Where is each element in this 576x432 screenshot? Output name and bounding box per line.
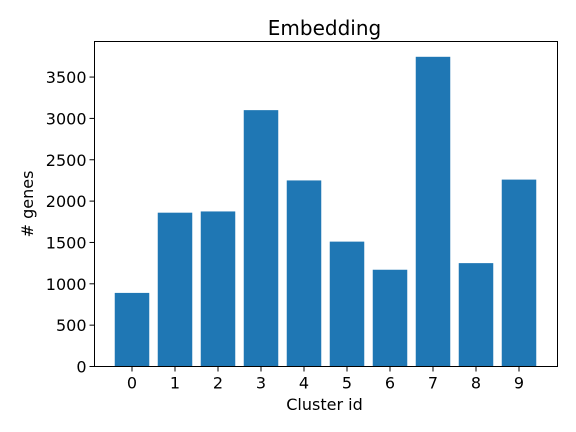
x-tick-label: 6 [385,374,395,393]
y-axis-ticks: 0 500 1000 1500 2000 2500 3000 3500 [46,68,95,377]
bar-cluster-1 [157,212,193,367]
x-tick-label: 0 [127,374,137,393]
x-tick-label: 7 [428,374,438,393]
bar-cluster-2 [200,211,236,367]
x-tick-label: 1 [170,374,180,393]
chart-title: Embedding [268,16,381,40]
plot-frame [94,41,558,367]
bar-cluster-9 [501,179,537,367]
y-tick-label: 2000 [46,192,87,211]
x-tick-label: 5 [342,374,352,393]
y-axis-label: # genes [18,171,37,238]
bar-cluster-3 [243,110,279,367]
bars-group [114,56,537,367]
y-tick-label: 3500 [46,68,87,87]
bar-cluster-7 [415,56,451,367]
x-tick-label: 8 [471,374,481,393]
y-tick-label: 0 [76,358,86,377]
y-tick-label: 1500 [46,233,87,252]
y-tick-label: 1000 [46,275,87,294]
bar-cluster-0 [114,292,150,367]
x-axis-label: Cluster id [286,395,362,414]
y-tick-label: 500 [56,316,87,335]
x-tick-label: 9 [514,374,524,393]
bar-cluster-8 [458,263,494,367]
x-axis-ticks: 0 1 2 3 4 5 6 7 8 9 [127,366,524,393]
y-tick-label: 3000 [46,109,87,128]
bar-cluster-5 [329,241,365,367]
bar-cluster-4 [286,180,322,367]
x-tick-label: 2 [213,374,223,393]
x-tick-label: 4 [299,374,309,393]
bar-cluster-6 [372,269,408,367]
x-tick-label: 3 [256,374,266,393]
y-tick-label: 2500 [46,151,87,170]
